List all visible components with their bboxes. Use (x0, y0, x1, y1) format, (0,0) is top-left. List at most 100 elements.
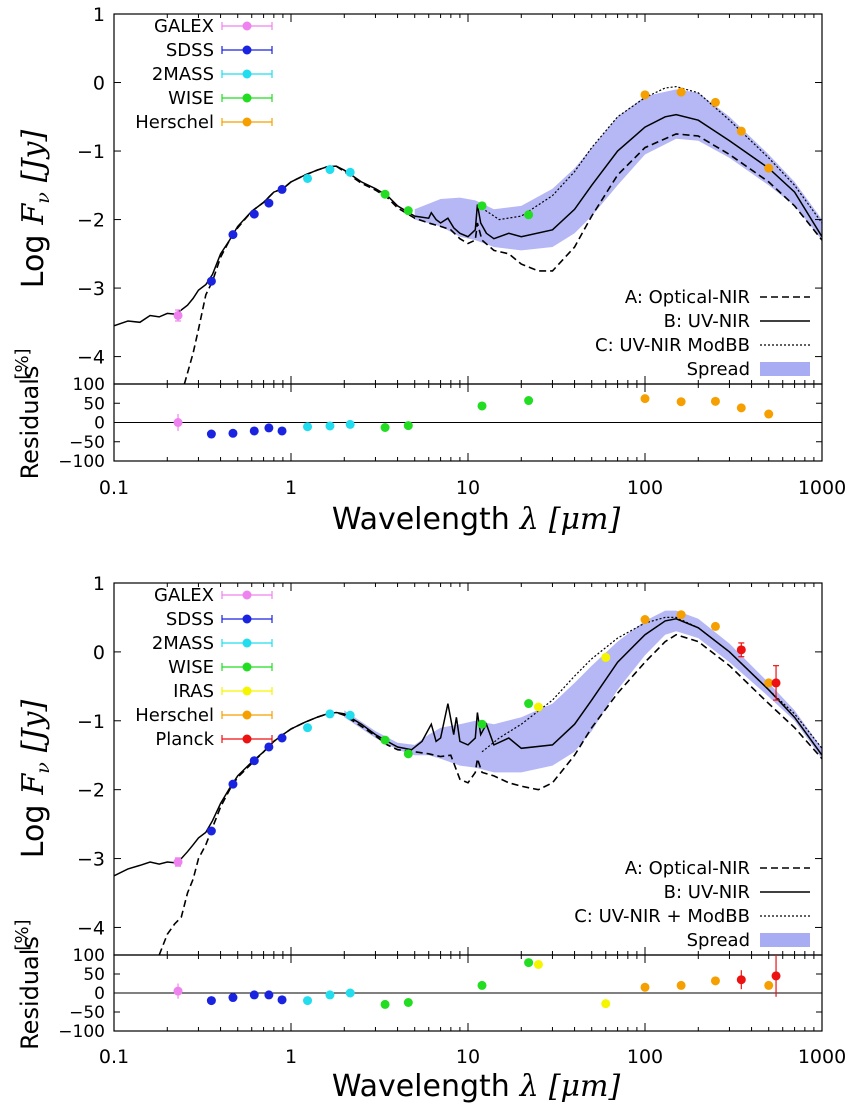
legend-spread-swatch (760, 362, 810, 376)
residual-axis-unit: [%] (12, 919, 33, 950)
legend-label: 2MASS (152, 64, 214, 85)
data-point-iras (601, 652, 611, 662)
residual-point-wise (524, 958, 534, 968)
legend-marker (242, 710, 252, 720)
data-point-wise (524, 210, 534, 220)
data-point-herschel (710, 97, 720, 107)
res-y-tick-label: −100 (58, 1022, 105, 1042)
residual-point-galex (173, 986, 183, 996)
residual-point-planck (771, 971, 781, 981)
res-y-tick-label: 50 (83, 394, 105, 414)
legend-marker (242, 614, 252, 624)
residual-point-2mass (303, 422, 313, 432)
residual-point-wise (380, 423, 390, 433)
model-b-line (114, 618, 822, 877)
residual-point-sdss (228, 428, 238, 438)
data-point-herschel (640, 90, 650, 100)
data-point-herschel (764, 163, 774, 173)
x-tick-label: 1 (285, 477, 297, 499)
data-point-2mass (303, 723, 313, 733)
data-point-2mass (345, 710, 355, 720)
main-plot-area (114, 610, 822, 955)
legend-marker (242, 662, 252, 672)
data-point-sdss (264, 198, 274, 208)
residual-point-sdss (206, 996, 216, 1006)
res-y-tick-label: 0 (94, 414, 105, 434)
x-axis-label: Wavelength λ [μm] (332, 502, 621, 537)
res-y-tick-label: −50 (69, 1003, 105, 1023)
x-tick-label: 100 (627, 1046, 663, 1068)
residual-point-wise (477, 401, 487, 411)
residual-point-wise (477, 980, 487, 990)
legend-marker (242, 734, 252, 744)
data-point-sdss (277, 184, 287, 194)
legend-marker (242, 590, 252, 600)
residual-point-herschel (676, 397, 686, 407)
legend-spread-swatch (760, 933, 810, 947)
residual-point-herschel (764, 980, 774, 990)
y-tick-label: 1 (93, 573, 105, 595)
legend-marker (242, 21, 252, 31)
residual-point-herschel (710, 976, 720, 986)
data-point-wise (403, 206, 413, 216)
legend-marker (242, 686, 252, 696)
residual-point-sdss (249, 426, 259, 436)
legend-model-label: Spread (687, 930, 750, 951)
y-axis-label-var: F (16, 773, 51, 796)
res-y-tick-label: 100 (73, 375, 105, 395)
res-y-tick-label: −100 (58, 452, 105, 472)
y-axis-label: Log Fν [Jy] (16, 130, 54, 289)
data-point-herschel (676, 610, 686, 620)
res-y-tick-label: −50 (69, 433, 105, 453)
data-point-sdss (249, 756, 259, 766)
y-axis-label-unit: [Jy] (16, 130, 51, 183)
data-point-2mass (325, 709, 335, 719)
residual-point-sdss (206, 429, 216, 439)
legend-label: WISE (168, 657, 214, 678)
data-point-herschel (676, 87, 686, 97)
residual-point-herschel (676, 980, 686, 990)
res-y-tick-label: 50 (83, 965, 105, 985)
legend-label: GALEX (154, 585, 214, 606)
x-axis-label-var: λ (519, 502, 539, 537)
data-point-wise (403, 749, 413, 759)
legend-label: Herschel (135, 112, 214, 133)
y-tick-label: 0 (93, 73, 105, 95)
data-point-wise (380, 189, 390, 199)
residual-point-herschel (764, 409, 774, 419)
legend-label: Planck (155, 729, 214, 750)
data-point-2mass (325, 165, 335, 175)
residual-point-2mass (303, 996, 313, 1006)
residual-point-2mass (325, 990, 335, 1000)
x-tick-label: 1000 (798, 1046, 846, 1068)
x-tick-label: 1000 (798, 477, 846, 499)
y-axis-label-var: F (16, 203, 51, 226)
legend-label: IRAS (173, 681, 214, 702)
y-axis-label-unit: [Jy] (16, 700, 51, 753)
residual-point-2mass (325, 421, 335, 431)
y-tick-label: 0 (93, 642, 105, 664)
legend-model-label: B: UV-NIR (664, 882, 750, 903)
data-point-sdss (264, 742, 274, 752)
residual-point-wise (403, 998, 413, 1007)
residual-axis-label: Residuals (16, 366, 44, 480)
data-point-wise (524, 699, 534, 709)
residual-point-sdss (264, 990, 274, 1000)
residual-point-galex (173, 418, 183, 427)
x-tick-label: 10 (456, 1046, 480, 1068)
x-tick-label: 10 (456, 477, 480, 499)
residual-point-wise (524, 396, 534, 406)
data-point-planck (736, 645, 746, 655)
data-point-wise (477, 201, 487, 211)
y-tick-label: −1 (77, 711, 105, 733)
y-tick-label: −4 (77, 347, 105, 369)
model-b-line (114, 113, 822, 327)
x-axis-label-var: λ (519, 1069, 539, 1104)
residual-point-2mass (345, 988, 355, 998)
y-tick-label: 1 (93, 4, 105, 26)
legend-model-label: A: Optical-NIR (625, 858, 750, 879)
residual-point-herschel (710, 396, 720, 406)
residual-point-wise (403, 421, 413, 431)
y-tick-label: −2 (77, 210, 105, 232)
